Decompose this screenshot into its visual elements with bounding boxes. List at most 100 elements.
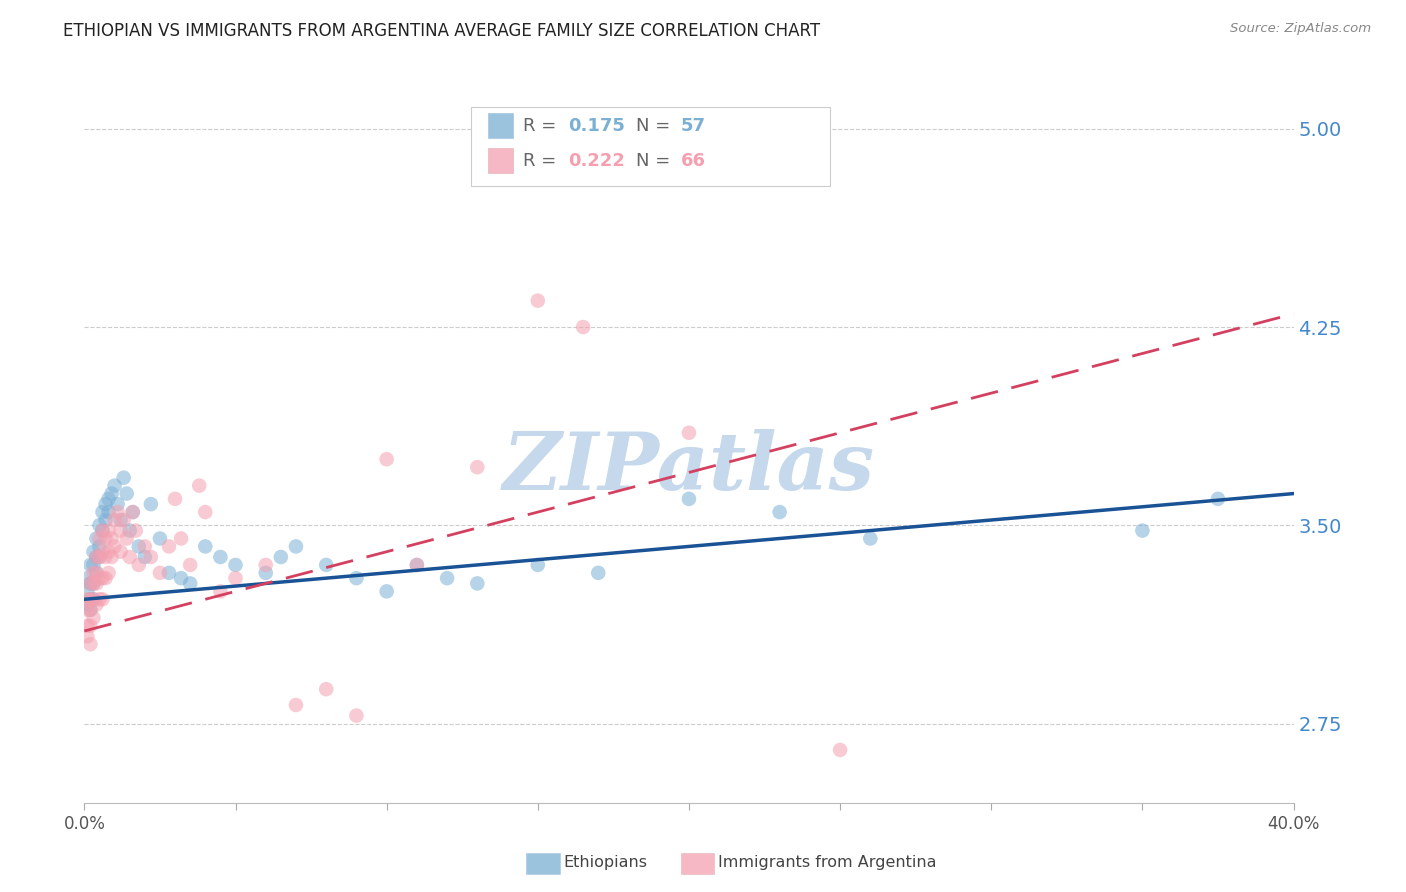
Point bbox=[118, 549, 141, 564]
Point bbox=[315, 558, 337, 572]
Point bbox=[89, 549, 111, 564]
Point bbox=[76, 629, 98, 643]
Point bbox=[527, 558, 550, 572]
Point bbox=[91, 524, 114, 538]
Text: ZIPatlas: ZIPatlas bbox=[503, 429, 875, 506]
Point bbox=[115, 486, 138, 500]
Point bbox=[225, 571, 247, 585]
Point bbox=[134, 540, 156, 554]
Point bbox=[76, 603, 98, 617]
Point bbox=[76, 571, 98, 585]
Point bbox=[139, 549, 162, 564]
Point bbox=[82, 545, 104, 559]
Point bbox=[89, 592, 111, 607]
Point bbox=[107, 505, 129, 519]
Point bbox=[121, 505, 143, 519]
Text: Immigrants from Argentina: Immigrants from Argentina bbox=[718, 855, 936, 870]
Point bbox=[110, 524, 132, 538]
Point bbox=[97, 491, 120, 506]
Point bbox=[112, 471, 135, 485]
Text: R =: R = bbox=[523, 152, 562, 169]
Point bbox=[79, 592, 101, 607]
Point bbox=[97, 524, 120, 538]
Point bbox=[89, 518, 111, 533]
Point bbox=[82, 611, 104, 625]
Point bbox=[588, 566, 610, 580]
Point bbox=[82, 576, 104, 591]
Point bbox=[82, 558, 104, 572]
Point bbox=[467, 460, 489, 475]
Text: 0.222: 0.222 bbox=[568, 152, 624, 169]
Point bbox=[86, 598, 108, 612]
Point bbox=[157, 566, 180, 580]
Point bbox=[82, 566, 104, 580]
Point bbox=[107, 497, 129, 511]
Point bbox=[94, 549, 117, 564]
Point bbox=[125, 524, 148, 538]
Point bbox=[79, 637, 101, 651]
Point bbox=[76, 584, 98, 599]
Point bbox=[406, 558, 429, 572]
Point bbox=[315, 682, 337, 697]
Point bbox=[678, 491, 700, 506]
Point bbox=[527, 293, 550, 308]
Point bbox=[1206, 491, 1229, 506]
Point bbox=[76, 618, 98, 632]
Point bbox=[79, 576, 101, 591]
Point bbox=[79, 618, 101, 632]
Point bbox=[678, 425, 700, 440]
Point bbox=[149, 532, 172, 546]
Text: R =: R = bbox=[523, 117, 562, 135]
Point bbox=[79, 558, 101, 572]
Point bbox=[1130, 524, 1153, 538]
Point bbox=[285, 540, 308, 554]
Point bbox=[104, 513, 127, 527]
Point bbox=[104, 478, 127, 492]
Point bbox=[406, 558, 429, 572]
Text: 66: 66 bbox=[681, 152, 706, 169]
Point bbox=[467, 576, 489, 591]
Point bbox=[94, 532, 117, 546]
Point bbox=[86, 532, 108, 546]
Point bbox=[375, 584, 398, 599]
Point bbox=[209, 549, 232, 564]
Point bbox=[436, 571, 458, 585]
Text: N =: N = bbox=[636, 152, 675, 169]
Text: N =: N = bbox=[636, 117, 675, 135]
Point bbox=[91, 545, 114, 559]
Point bbox=[89, 532, 111, 546]
Point bbox=[79, 603, 101, 617]
Point bbox=[115, 532, 138, 546]
Point bbox=[139, 497, 162, 511]
Point bbox=[91, 571, 114, 585]
Point bbox=[179, 558, 201, 572]
Point bbox=[149, 566, 172, 580]
Point bbox=[170, 571, 193, 585]
Point bbox=[76, 598, 98, 612]
Point bbox=[91, 592, 114, 607]
Point bbox=[91, 505, 114, 519]
Point bbox=[128, 558, 150, 572]
Text: 57: 57 bbox=[681, 117, 706, 135]
Point bbox=[86, 576, 108, 591]
Point bbox=[76, 592, 98, 607]
Point bbox=[209, 584, 232, 599]
Point bbox=[254, 566, 277, 580]
Text: ETHIOPIAN VS IMMIGRANTS FROM ARGENTINA AVERAGE FAMILY SIZE CORRELATION CHART: ETHIOPIAN VS IMMIGRANTS FROM ARGENTINA A… bbox=[63, 22, 820, 40]
Point bbox=[830, 743, 852, 757]
Point bbox=[165, 491, 187, 506]
Text: Source: ZipAtlas.com: Source: ZipAtlas.com bbox=[1230, 22, 1371, 36]
Point bbox=[110, 513, 132, 527]
Point bbox=[128, 540, 150, 554]
Point bbox=[254, 558, 277, 572]
Point bbox=[572, 320, 595, 334]
Point bbox=[82, 592, 104, 607]
Point bbox=[94, 497, 117, 511]
Text: 0.175: 0.175 bbox=[568, 117, 624, 135]
Point bbox=[86, 566, 108, 580]
Point bbox=[170, 532, 193, 546]
Point bbox=[79, 603, 101, 617]
Point bbox=[346, 571, 368, 585]
Point bbox=[225, 558, 247, 572]
Point bbox=[94, 571, 117, 585]
